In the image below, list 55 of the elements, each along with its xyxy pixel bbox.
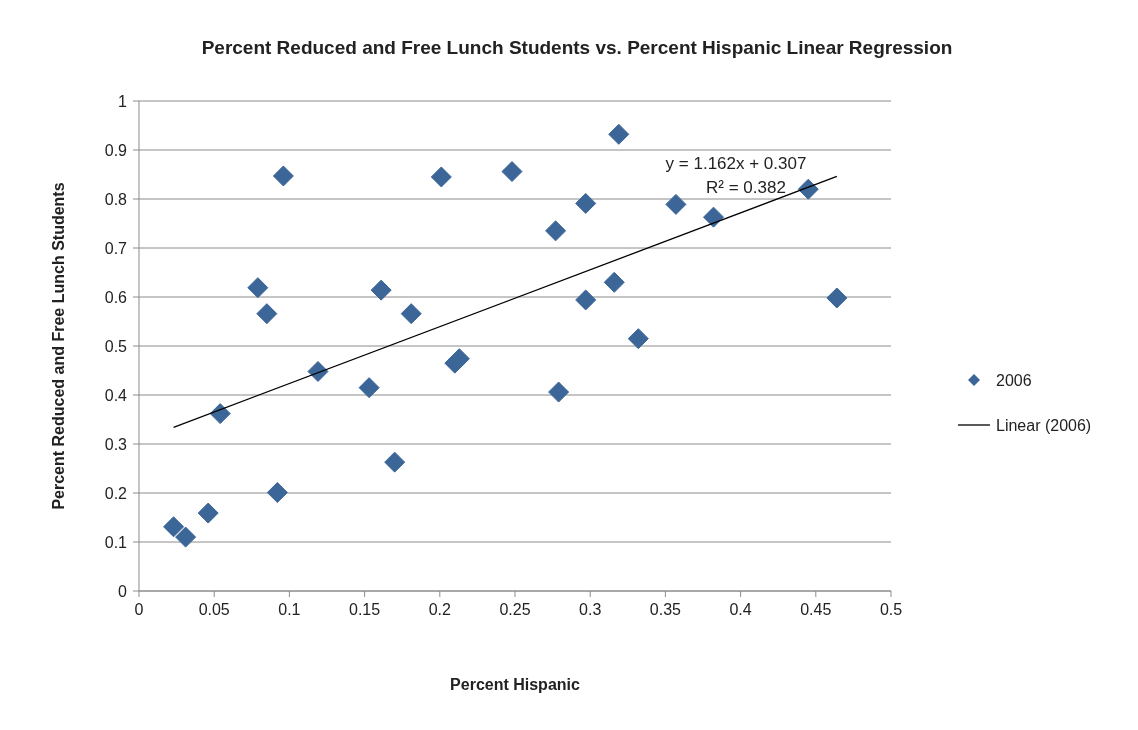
point (266, 482, 288, 504)
point (209, 403, 231, 425)
y-tick-label: 0.4 (104, 386, 128, 404)
x-axis-title: Percent Hispanic (450, 676, 581, 693)
point (627, 328, 649, 350)
y-tick-label: 0.5 (104, 337, 128, 355)
x-tick-label: 0.1 (278, 601, 301, 618)
y-tick-label: 0.1 (104, 533, 128, 551)
legend-label: Linear (2006) (996, 416, 1092, 434)
y-tick-label: 0.6 (104, 288, 128, 306)
x-tick-label: 0.45 (800, 601, 832, 618)
annotation: y = 1.162x + 0.307 (665, 154, 807, 173)
chart-title: Percent Reduced and Free Lunch Students vs. Percent Hispanic Linear Regression (201, 37, 953, 58)
y-tick-label: 0 (118, 582, 128, 600)
point (256, 303, 278, 325)
y-tick-label: 0.2 (104, 484, 128, 502)
x-tick-label: 0 (134, 601, 144, 618)
y-tick-label: 1 (118, 92, 128, 110)
point (797, 178, 819, 200)
point (384, 451, 406, 473)
point (175, 526, 197, 548)
x-tick-label: 0.4 (729, 601, 752, 618)
point (430, 166, 452, 188)
x-tick-label: 0.2 (428, 601, 452, 618)
point (501, 161, 523, 183)
point (703, 206, 725, 228)
legend-label: 2006 (996, 371, 1032, 389)
y-axis-title: Percent Reduced and Free Lunch Students (50, 182, 67, 510)
x-tick-label: 0.3 (579, 601, 602, 618)
point (826, 287, 848, 309)
x-tick-label: 0.05 (198, 601, 230, 618)
point (545, 220, 567, 242)
x-tick-label: 0.5 (879, 601, 903, 618)
point (370, 279, 392, 301)
x-tick-label: 0.35 (649, 601, 682, 618)
y-tick-label: 0.9 (104, 141, 128, 159)
point (247, 277, 269, 299)
annotation: R² = 0.382 (706, 178, 786, 197)
point (575, 289, 597, 311)
x-tick-label: 0.15 (349, 601, 381, 618)
point (163, 516, 185, 538)
point (358, 377, 380, 399)
point (400, 303, 422, 325)
y-tick-label: 0.8 (104, 190, 128, 208)
y-tick-label: 0.7 (104, 239, 128, 257)
point (665, 193, 687, 215)
y-tick-label: 0.3 (104, 435, 128, 453)
point (197, 502, 219, 524)
point (575, 192, 597, 214)
x-tick-label: 0.25 (499, 601, 531, 618)
point (603, 271, 625, 293)
point (608, 123, 630, 145)
point (548, 381, 570, 403)
point (307, 360, 329, 382)
point (272, 165, 294, 187)
